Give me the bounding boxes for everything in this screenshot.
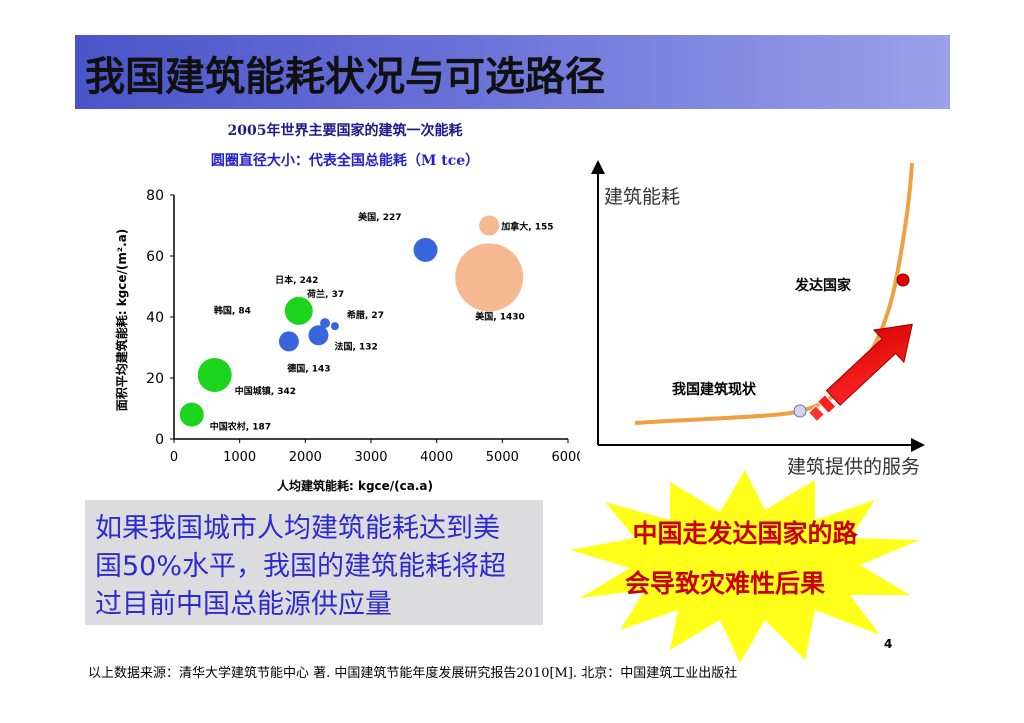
warning-line: 中国走发达国家的路 xyxy=(632,519,858,548)
note-line: 过目前中国总能源供应量 xyxy=(95,589,392,620)
chart-title: 2005年世界主要国家的建筑一次能耗 xyxy=(228,122,463,139)
bubble-label: 法国, 132 xyxy=(334,340,377,352)
bubble-label: 荷兰, 37 xyxy=(306,288,344,300)
bubble-point xyxy=(320,318,331,329)
y-tick-group: 0 20 40 60 80 xyxy=(146,188,174,448)
y-axis-label: 面积平均建筑能耗: kgce/(m².a) xyxy=(114,229,129,412)
bubble-label: 中国农村, 187 xyxy=(210,421,271,433)
bubble-label: 日本, 242 xyxy=(275,274,318,286)
slide-title: 我国建筑能耗状况与可选路径 xyxy=(85,54,605,100)
bubble-label: 中国城镇, 342 xyxy=(235,385,296,397)
x-tick-label: 4000 xyxy=(420,450,453,465)
developed-country-marker xyxy=(896,273,910,287)
source-citation: 以上数据来源：清华大学建筑节能中心 著. 中国建筑节能年度发展研究报告2010[… xyxy=(88,666,738,681)
y-tick-label: 60 xyxy=(146,249,164,265)
developed-country-label: 发达国家 xyxy=(794,277,852,294)
bubble-point xyxy=(308,325,329,346)
current-status-label: 我国建筑现状 xyxy=(672,381,757,398)
energy-path-chart: 建筑能耗 建筑提供的服务 发达国家 我国建筑现状 xyxy=(591,160,925,478)
bubble-point xyxy=(455,243,524,312)
bubble-point xyxy=(197,357,232,392)
page-number: 4 xyxy=(884,637,893,651)
curve-x-axis-label: 建筑提供的服务 xyxy=(787,456,920,478)
title-banner: 我国建筑能耗状况与可选路径 xyxy=(75,35,950,109)
bubble-label: 美国, 227 xyxy=(358,211,401,223)
bubble-label: 希腊, 27 xyxy=(347,309,384,321)
curve-y-axis-label: 建筑能耗 xyxy=(604,186,680,208)
current-status-marker xyxy=(793,404,807,418)
bubble-group: 美国, 227 加拿大, 155 美国, 1430 日本, 242 韩国, 84 荷兰, … xyxy=(179,211,554,433)
y-tick-label: 20 xyxy=(146,371,164,387)
x-tick-label: 3000 xyxy=(354,450,387,465)
bubble-point xyxy=(179,402,204,427)
warning-line: 会导致灾难性后果 xyxy=(625,569,825,598)
bubble-label: 德国, 143 xyxy=(287,362,330,374)
y-tick-label: 40 xyxy=(146,310,164,326)
note-line: 国50%水平，我国的建筑能耗将超 xyxy=(95,551,507,582)
trend-arrow xyxy=(808,323,913,423)
warning-burst: 中国走发达国家的路 会导致灾难性后果 xyxy=(570,470,920,663)
bubble-point xyxy=(413,237,438,262)
y-tick-label: 0 xyxy=(155,432,164,448)
note-line: 如果我国城市人均建筑能耗达到美 xyxy=(95,513,500,544)
x-tick-label: 0 xyxy=(170,450,178,465)
chart-subtitle: 圆圈直径大小：代表全国总能耗（M tce） xyxy=(211,152,479,169)
x-axis-label: 人均建筑能耗: kgce/(ca.a) xyxy=(277,478,433,493)
y-tick-label: 80 xyxy=(146,188,164,204)
note-box: 如果我国城市人均建筑能耗达到美 国50%水平，我国的建筑能耗将超 过目前中国总能… xyxy=(85,500,543,625)
bubble-point xyxy=(284,296,313,325)
bubble-chart: 2005年世界主要国家的建筑一次能耗 圆圈直径大小：代表全国总能耗（M tce）… xyxy=(114,122,580,493)
x-tick-label: 5000 xyxy=(486,450,519,465)
bubble-point xyxy=(330,322,339,331)
bubble-label: 加拿大, 155 xyxy=(500,221,553,233)
x-tick-label: 1000 xyxy=(223,450,256,465)
bubble-point xyxy=(479,215,500,236)
bubble-point xyxy=(278,331,299,352)
bubble-label: 美国, 1430 xyxy=(475,310,525,322)
burst-shape xyxy=(570,470,920,663)
x-tick-label: 2000 xyxy=(289,450,322,465)
bubble-label: 韩国, 84 xyxy=(214,304,251,316)
